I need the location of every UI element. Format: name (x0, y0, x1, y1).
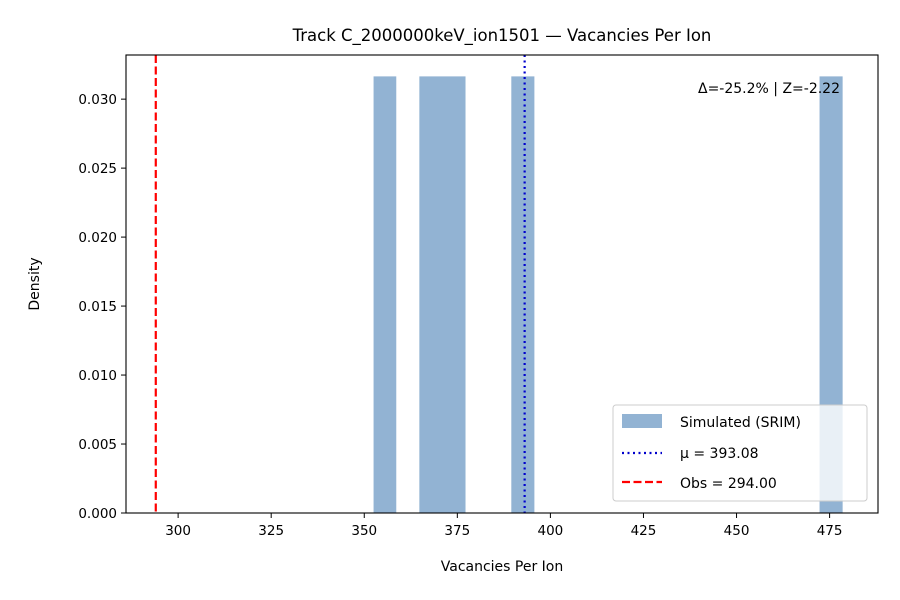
y-tick-label-0.000: 0.000 (78, 506, 117, 522)
histogram-bar-3 (511, 76, 535, 513)
x-axis: 300 325 350 375 400 425 450 475 (165, 513, 842, 539)
y-tick-label-0.020: 0.020 (78, 230, 117, 246)
stats-annotation: Δ=-25.2% | Z=-2.22 (698, 81, 840, 97)
x-tick-label-400: 400 (538, 523, 564, 539)
x-axis-label: Vacancies Per Ion (441, 559, 564, 575)
legend-label-observed: Obs = 294.00 (680, 476, 777, 492)
chart-title: Track C_2000000keV_ion1501 — Vacancies P… (292, 26, 712, 46)
x-tick-label-350: 350 (351, 523, 377, 539)
y-axis-label: Density (27, 257, 43, 310)
y-tick-label-0.005: 0.005 (78, 437, 117, 453)
legend: Simulated (SRIM) μ = 393.08 Obs = 294.00 (612, 404, 868, 502)
y-tick-label-0.015: 0.015 (78, 299, 117, 315)
x-tick-label-450: 450 (724, 523, 750, 539)
histogram-bar-2 (419, 76, 466, 513)
x-tick-label-475: 475 (817, 523, 843, 539)
y-tick-label-0.010: 0.010 (78, 368, 117, 384)
legend-box (612, 404, 868, 502)
y-tick-label-0.030: 0.030 (78, 92, 117, 108)
legend-swatch-simulated (622, 414, 662, 428)
legend-label-mean: μ = 393.08 (680, 446, 759, 462)
histogram-bar-1 (373, 76, 397, 513)
legend-label-simulated: Simulated (SRIM) (680, 415, 801, 431)
x-tick-label-425: 425 (631, 523, 657, 539)
axes-frame (125, 54, 879, 514)
x-tick-label-300: 300 (165, 523, 191, 539)
y-axis: 0.000 0.005 0.010 0.015 0.020 0.025 0.030 (78, 92, 126, 522)
y-tick-label-0.025: 0.025 (78, 161, 117, 177)
x-tick-label-375: 375 (444, 523, 470, 539)
x-tick-label-325: 325 (258, 523, 284, 539)
plot-area (154, 55, 843, 513)
histogram-bar-4 (819, 76, 843, 513)
